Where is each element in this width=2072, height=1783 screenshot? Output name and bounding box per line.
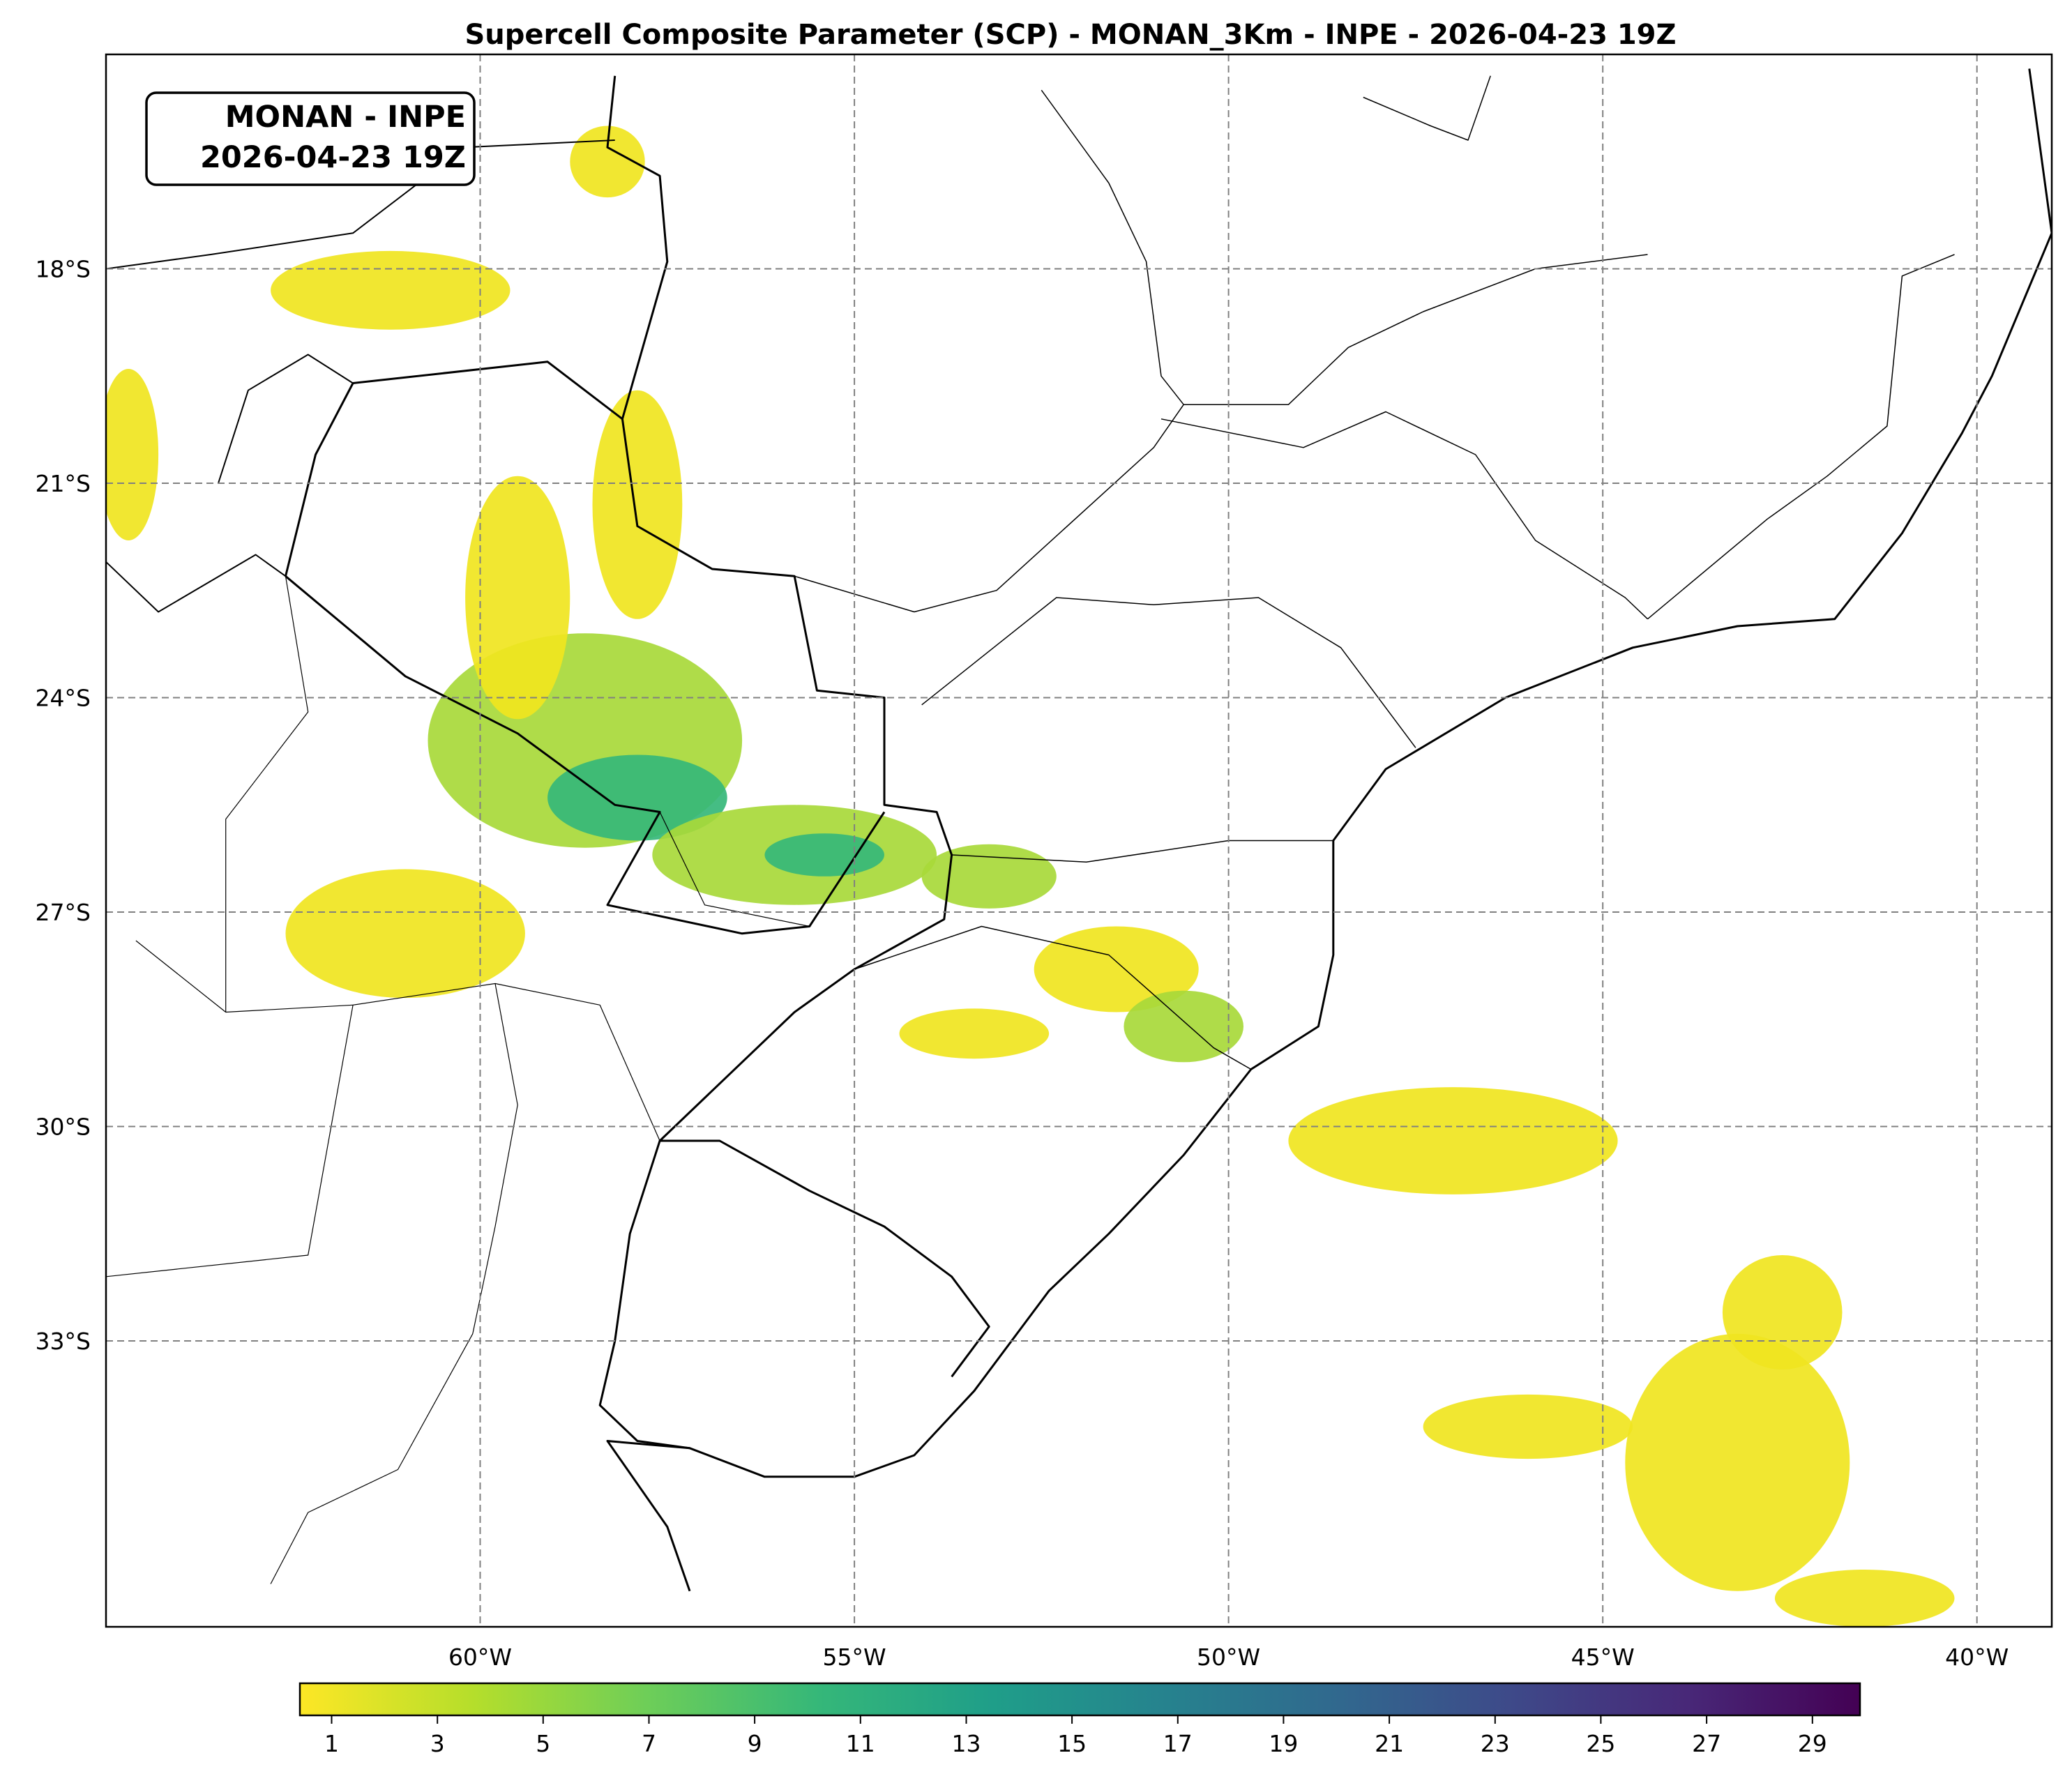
scp-field-patch bbox=[547, 754, 727, 841]
colorbar-tick-label: 21 bbox=[1375, 1730, 1404, 1757]
latitude-tick-label: 27°S bbox=[36, 899, 91, 926]
latitude-tick-label: 30°S bbox=[36, 1114, 91, 1141]
scp-field-patch bbox=[1423, 1394, 1633, 1459]
map-frame bbox=[105, 53, 2053, 1628]
colorbar-tick-label: 9 bbox=[748, 1730, 762, 1757]
boundary-line bbox=[854, 925, 1252, 1070]
boundary-line bbox=[606, 75, 990, 1378]
scp-field-patch bbox=[1774, 1570, 1955, 1627]
scp-field-patch bbox=[1124, 990, 1243, 1063]
latitude-tick-label: 33°S bbox=[36, 1328, 91, 1355]
colorbar-tick-label: 19 bbox=[1269, 1730, 1298, 1757]
longitude-tick-label: 60°W bbox=[448, 1644, 512, 1671]
colorbar-tick-label: 11 bbox=[846, 1730, 875, 1757]
scp-field-patch bbox=[570, 126, 645, 198]
colorbar: 1 3 5 7 9 11 13 15 17 19 21 23 25 27 29 bbox=[298, 1682, 1861, 1757]
boundary-line bbox=[606, 68, 2052, 1592]
longitude-tick-label: 50°W bbox=[1197, 1644, 1260, 1671]
scp-field-patch bbox=[921, 844, 1057, 909]
boundary-line bbox=[494, 982, 660, 1141]
latitude-tick-label: 18°S bbox=[36, 256, 91, 283]
stamp-line-1: MONAN - INPE bbox=[225, 100, 466, 135]
boundary-line bbox=[270, 982, 518, 1584]
scp-field-patch bbox=[592, 390, 683, 619]
colorbar-tick-label: 23 bbox=[1481, 1730, 1510, 1757]
boundary-line bbox=[794, 254, 1648, 613]
longitude-tick-label: 40°W bbox=[1945, 1644, 2009, 1671]
scp-field-patch bbox=[271, 250, 511, 330]
scp-field-layer bbox=[106, 126, 1955, 1627]
boundary-line bbox=[1041, 89, 1184, 405]
colorbar-tick-label: 27 bbox=[1692, 1730, 1721, 1757]
boundary-line bbox=[225, 576, 309, 1012]
boundary-line bbox=[598, 1140, 690, 1450]
colorbar-ticks: 1 3 5 7 9 11 13 15 17 19 21 23 25 27 29 bbox=[324, 1715, 1827, 1757]
boundary-line bbox=[1363, 75, 1491, 141]
colorbar-tick-label: 15 bbox=[1057, 1730, 1087, 1757]
boundary-line bbox=[106, 139, 615, 270]
latitude-tick-label: 21°S bbox=[36, 470, 91, 497]
scp-field-patch bbox=[285, 869, 525, 999]
scp-field-patch bbox=[1288, 1087, 1618, 1194]
scp-field-patch bbox=[899, 1008, 1050, 1059]
latitude-tick-label: 24°S bbox=[36, 685, 91, 712]
colorbar-tick-label: 17 bbox=[1163, 1730, 1193, 1757]
colorbar-tick-label: 3 bbox=[430, 1730, 445, 1757]
boundary-line bbox=[218, 354, 354, 484]
boundary-line bbox=[921, 597, 1416, 748]
scp-field-patch bbox=[1722, 1255, 1843, 1370]
colorbar-tick-label: 13 bbox=[952, 1730, 981, 1757]
colorbar-tick-label: 25 bbox=[1586, 1730, 1615, 1757]
boundary-line bbox=[106, 554, 287, 613]
model-stamp-box: MONAN - INPE 2026-04-23 19Z bbox=[145, 91, 476, 186]
boundary-line bbox=[659, 812, 810, 927]
stamp-line-2: 2026-04-23 19Z bbox=[200, 140, 466, 175]
scp-field-patch bbox=[465, 476, 570, 720]
boundary-line bbox=[1160, 411, 1649, 620]
map-title: Supercell Composite Parameter (SCP) - MO… bbox=[464, 19, 1676, 51]
map-gridlines bbox=[106, 54, 2052, 1627]
longitude-tick-label: 55°W bbox=[823, 1644, 886, 1671]
colorbar-tick-label: 29 bbox=[1798, 1730, 1827, 1757]
latitude-ticks: 18°S 21°S 24°S 27°S 30°S 33°S bbox=[36, 256, 91, 1356]
colorbar-bar bbox=[298, 1682, 1861, 1717]
colorbar-tick-label: 7 bbox=[642, 1730, 656, 1757]
boundary-line bbox=[1647, 254, 1955, 620]
scp-field-patch bbox=[764, 833, 884, 877]
longitude-ticks: 60°W 55°W 50°W 45°W 40°W bbox=[448, 1644, 2009, 1671]
longitude-tick-label: 45°W bbox=[1571, 1644, 1635, 1671]
scp-field-patch bbox=[1625, 1333, 1850, 1591]
boundary-line bbox=[951, 840, 1333, 863]
scp-field-patch bbox=[106, 369, 159, 540]
colorbar-tick-label: 1 bbox=[324, 1730, 339, 1757]
political-boundaries bbox=[106, 68, 2052, 1592]
colorbar-tick-label: 5 bbox=[536, 1730, 550, 1757]
